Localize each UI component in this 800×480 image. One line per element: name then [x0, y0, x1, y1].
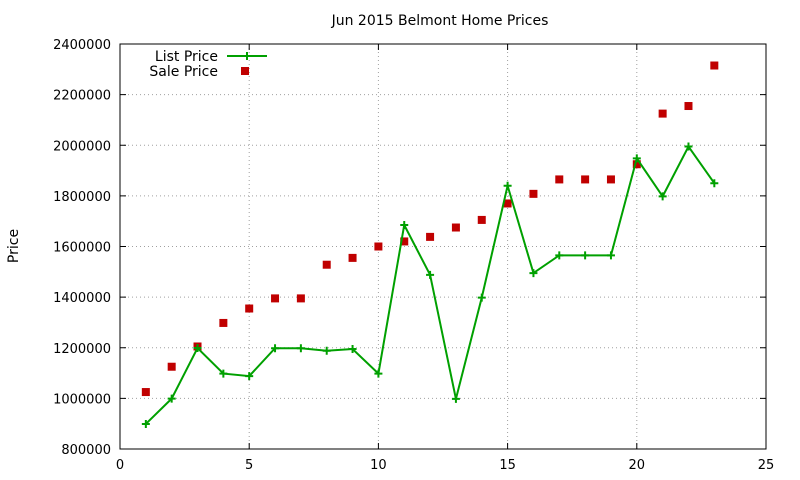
list-price-line: [145, 144, 716, 425]
legend-marker-list-price: [243, 52, 251, 60]
list-price-point: [374, 369, 383, 378]
list-price-point: [167, 394, 176, 403]
axis-ticks: 0 5 10 15 20 25 800000 1000000 1200000 1400000 160…: [53, 38, 774, 473]
list-price-point: [426, 270, 435, 279]
sale-price-point: [529, 189, 538, 198]
x-tick-label: 5: [245, 458, 253, 473]
list-price-point: [400, 220, 409, 229]
list-price-point: [632, 154, 641, 163]
legend-label-list-price: List Price: [155, 49, 218, 65]
y-tick-label: 800000: [61, 443, 111, 458]
sale-price-point: [296, 294, 305, 303]
sale-price-point: [684, 102, 693, 111]
legend: List Price Sale Price: [149, 49, 267, 80]
y-tick-label: 2400000: [53, 38, 111, 53]
sale-price-point: [141, 388, 150, 397]
y-tick-label: 1200000: [53, 342, 111, 357]
list-price-point: [348, 345, 357, 354]
legend-marker-sale-price: [241, 67, 249, 75]
list-price-point: [451, 394, 460, 403]
list-price-point: [529, 269, 538, 278]
sale-price-point: [374, 242, 383, 251]
list-price-point: [193, 344, 202, 353]
sale-price-point: [271, 294, 280, 303]
x-tick-label: 10: [370, 458, 387, 473]
sale-price-point: [555, 175, 564, 184]
y-tick-label: 1600000: [53, 241, 111, 256]
sale-price-point: [400, 237, 409, 246]
sale-price-point: [477, 215, 486, 224]
x-tick-label: 25: [758, 458, 775, 473]
sale-price-point: [426, 232, 435, 241]
x-tick-label: 20: [629, 458, 646, 473]
series-sale-price: [141, 61, 719, 397]
chart-title: Jun 2015 Belmont Home Prices: [331, 13, 549, 29]
sale-price-point: [167, 362, 176, 371]
list-price-point: [141, 419, 150, 428]
list-price-point: [322, 346, 331, 355]
list-price-point: [219, 369, 228, 378]
sale-price-point: [658, 109, 667, 118]
sale-price-point: [503, 199, 512, 208]
y-tick-label: 2200000: [53, 89, 111, 104]
y-tick-label: 1400000: [53, 291, 111, 306]
list-price-point: [581, 251, 590, 260]
x-tick-label: 15: [499, 458, 516, 473]
x-tick-label: 0: [116, 458, 124, 473]
list-price-point: [684, 142, 693, 151]
list-price-point: [710, 179, 719, 188]
sale-price-point: [348, 253, 357, 262]
list-price-point: [296, 344, 305, 353]
list-price-point: [606, 251, 615, 260]
sale-price-point: [581, 175, 590, 184]
sale-price-point: [632, 160, 641, 169]
series-list-price: [141, 142, 719, 428]
list-price-point: [503, 181, 512, 190]
sale-price-point: [219, 318, 228, 327]
y-tick-label: 2000000: [53, 139, 111, 154]
grid-lines: [120, 44, 766, 449]
series-layer: [141, 61, 719, 428]
list-price-point: [555, 251, 564, 260]
y-tick-label: 1000000: [53, 392, 111, 407]
sale-price-point: [710, 61, 719, 70]
list-price-point: [477, 293, 486, 302]
list-price-point: [245, 372, 254, 381]
sale-price-point: [322, 260, 331, 269]
list-price-point: [658, 192, 667, 201]
y-axis-label: Price: [6, 229, 22, 263]
sale-price-point: [245, 304, 254, 313]
y-tick-label: 1800000: [53, 190, 111, 205]
sale-price-point: [451, 223, 460, 232]
list-price-point: [271, 344, 280, 353]
sale-price-point: [606, 175, 615, 184]
legend-label-sale-price: Sale Price: [149, 64, 218, 80]
